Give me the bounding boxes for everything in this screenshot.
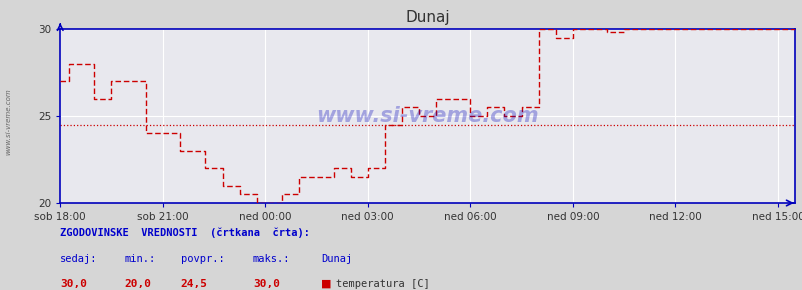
Text: 24,5: 24,5 (180, 279, 208, 289)
Text: Dunaj: Dunaj (321, 254, 352, 264)
Text: temperatura [C]: temperatura [C] (335, 279, 429, 289)
Text: povpr.:: povpr.: (180, 254, 224, 264)
Text: ZGODOVINSKE  VREDNOSTI  (črtkana  črta):: ZGODOVINSKE VREDNOSTI (črtkana črta): (60, 228, 310, 238)
Text: ■: ■ (321, 279, 331, 289)
Title: Dunaj: Dunaj (405, 10, 449, 25)
Text: sedaj:: sedaj: (60, 254, 98, 264)
Text: www.si-vreme.com: www.si-vreme.com (316, 106, 538, 126)
Text: min.:: min.: (124, 254, 156, 264)
Text: 20,0: 20,0 (124, 279, 152, 289)
Text: maks.:: maks.: (253, 254, 290, 264)
Text: www.si-vreme.com: www.si-vreme.com (5, 88, 11, 155)
Text: 30,0: 30,0 (60, 279, 87, 289)
Text: 30,0: 30,0 (253, 279, 280, 289)
